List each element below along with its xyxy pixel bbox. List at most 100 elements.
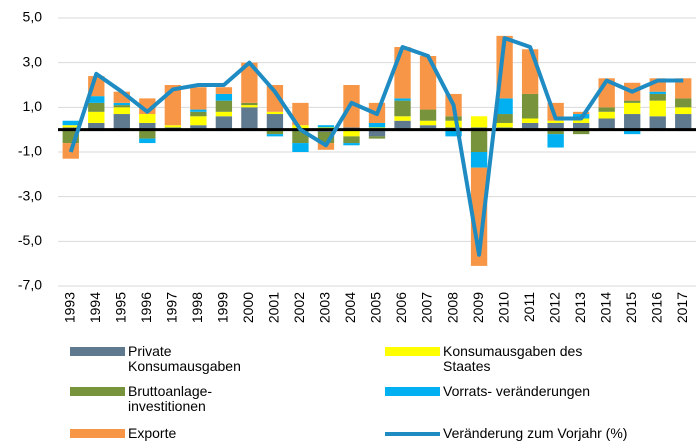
bar — [215, 93, 233, 101]
bar — [624, 129, 641, 135]
bar — [547, 122, 564, 130]
bar — [419, 55, 437, 110]
bar — [470, 129, 488, 152]
legend-label: Private Konsumausgaben — [128, 343, 241, 374]
bar — [394, 47, 411, 99]
bar — [547, 134, 564, 148]
bar — [572, 118, 590, 123]
bar — [266, 134, 284, 137]
bar — [317, 125, 335, 128]
x-tick-label: 1997 — [164, 292, 180, 323]
bar — [445, 120, 462, 128]
y-tick-label: -1,0 — [18, 143, 42, 159]
bar — [445, 129, 462, 137]
bar — [88, 111, 105, 123]
bar — [572, 111, 590, 115]
bar — [521, 122, 539, 130]
bar — [113, 105, 130, 108]
bar — [190, 109, 207, 112]
bar — [88, 96, 105, 103]
bar — [343, 143, 360, 146]
bar — [521, 118, 539, 123]
x-tick-label: 2003 — [317, 292, 333, 323]
bar — [368, 136, 386, 139]
x-tick-label: 1994 — [87, 292, 103, 323]
bar — [190, 125, 207, 130]
x-tick-label: 2015 — [623, 292, 639, 323]
x-tick-label: 2008 — [444, 292, 460, 323]
legend-swatch — [385, 347, 440, 356]
bar — [241, 105, 258, 108]
bar — [266, 114, 284, 130]
bar — [317, 131, 335, 144]
bar — [215, 87, 233, 94]
x-tick-label: 2016 — [648, 292, 664, 323]
bar — [113, 107, 130, 115]
legend-swatch — [70, 347, 125, 356]
bar — [470, 116, 488, 128]
bar — [394, 116, 411, 121]
bar — [521, 93, 539, 119]
bar — [113, 102, 130, 106]
bar — [88, 122, 105, 130]
bar — [624, 100, 641, 103]
bar — [675, 78, 692, 99]
bar — [675, 114, 692, 130]
x-tick-label: 1999 — [215, 292, 231, 323]
bar — [419, 109, 437, 121]
bar — [368, 129, 386, 137]
bar — [139, 122, 156, 130]
bar — [343, 129, 360, 137]
bar — [394, 100, 411, 117]
x-tick-label: 2014 — [597, 292, 613, 323]
x-tick-label: 1998 — [189, 292, 205, 323]
bar — [139, 129, 156, 139]
bar — [215, 100, 233, 112]
bar — [62, 120, 79, 126]
bar — [241, 62, 258, 103]
bar — [675, 98, 692, 108]
bar — [445, 116, 462, 121]
bar — [547, 129, 564, 135]
bar — [649, 100, 666, 117]
legend-swatch — [70, 387, 125, 396]
x-tick-label: 2009 — [470, 292, 486, 323]
line — [68, 36, 684, 257]
bar — [190, 87, 207, 110]
y-tick-label: 3,0 — [23, 53, 43, 69]
x-tick-label: 2013 — [572, 292, 588, 323]
bar — [113, 91, 130, 103]
bar — [62, 125, 79, 128]
bar — [624, 114, 641, 130]
legend-label: Bruttoanlage- investitionen — [128, 383, 213, 414]
bar — [190, 111, 207, 117]
y-tick-label: -3,0 — [18, 187, 42, 203]
x-tick-label: 2011 — [521, 292, 537, 322]
bar — [139, 138, 156, 144]
y-tick-label: -7,0 — [18, 277, 42, 293]
bar — [496, 114, 513, 123]
x-tick-label: 2005 — [368, 292, 384, 323]
bar — [266, 129, 284, 135]
bar — [419, 125, 437, 130]
legend-label: Vorrats- veränderungen — [443, 383, 591, 399]
x-tick-label: 2004 — [342, 292, 358, 323]
legend-swatch — [70, 429, 125, 438]
bar — [190, 116, 207, 126]
bar — [394, 120, 411, 130]
x-tick-label: 1995 — [113, 292, 129, 323]
bar — [266, 85, 284, 112]
bar — [164, 125, 182, 128]
x-tick-label: 2012 — [546, 292, 562, 323]
legend-label: Veränderung zum Vorjahr (%) — [443, 425, 628, 441]
y-tick-label: 5,0 — [23, 9, 43, 25]
legend-swatch — [385, 387, 440, 396]
bar — [496, 98, 513, 115]
bar — [241, 107, 258, 130]
x-tick-label: 1996 — [138, 292, 154, 323]
bar — [598, 107, 615, 112]
bar — [572, 129, 590, 135]
x-tick-label: 2001 — [266, 292, 282, 323]
bar — [215, 111, 233, 117]
